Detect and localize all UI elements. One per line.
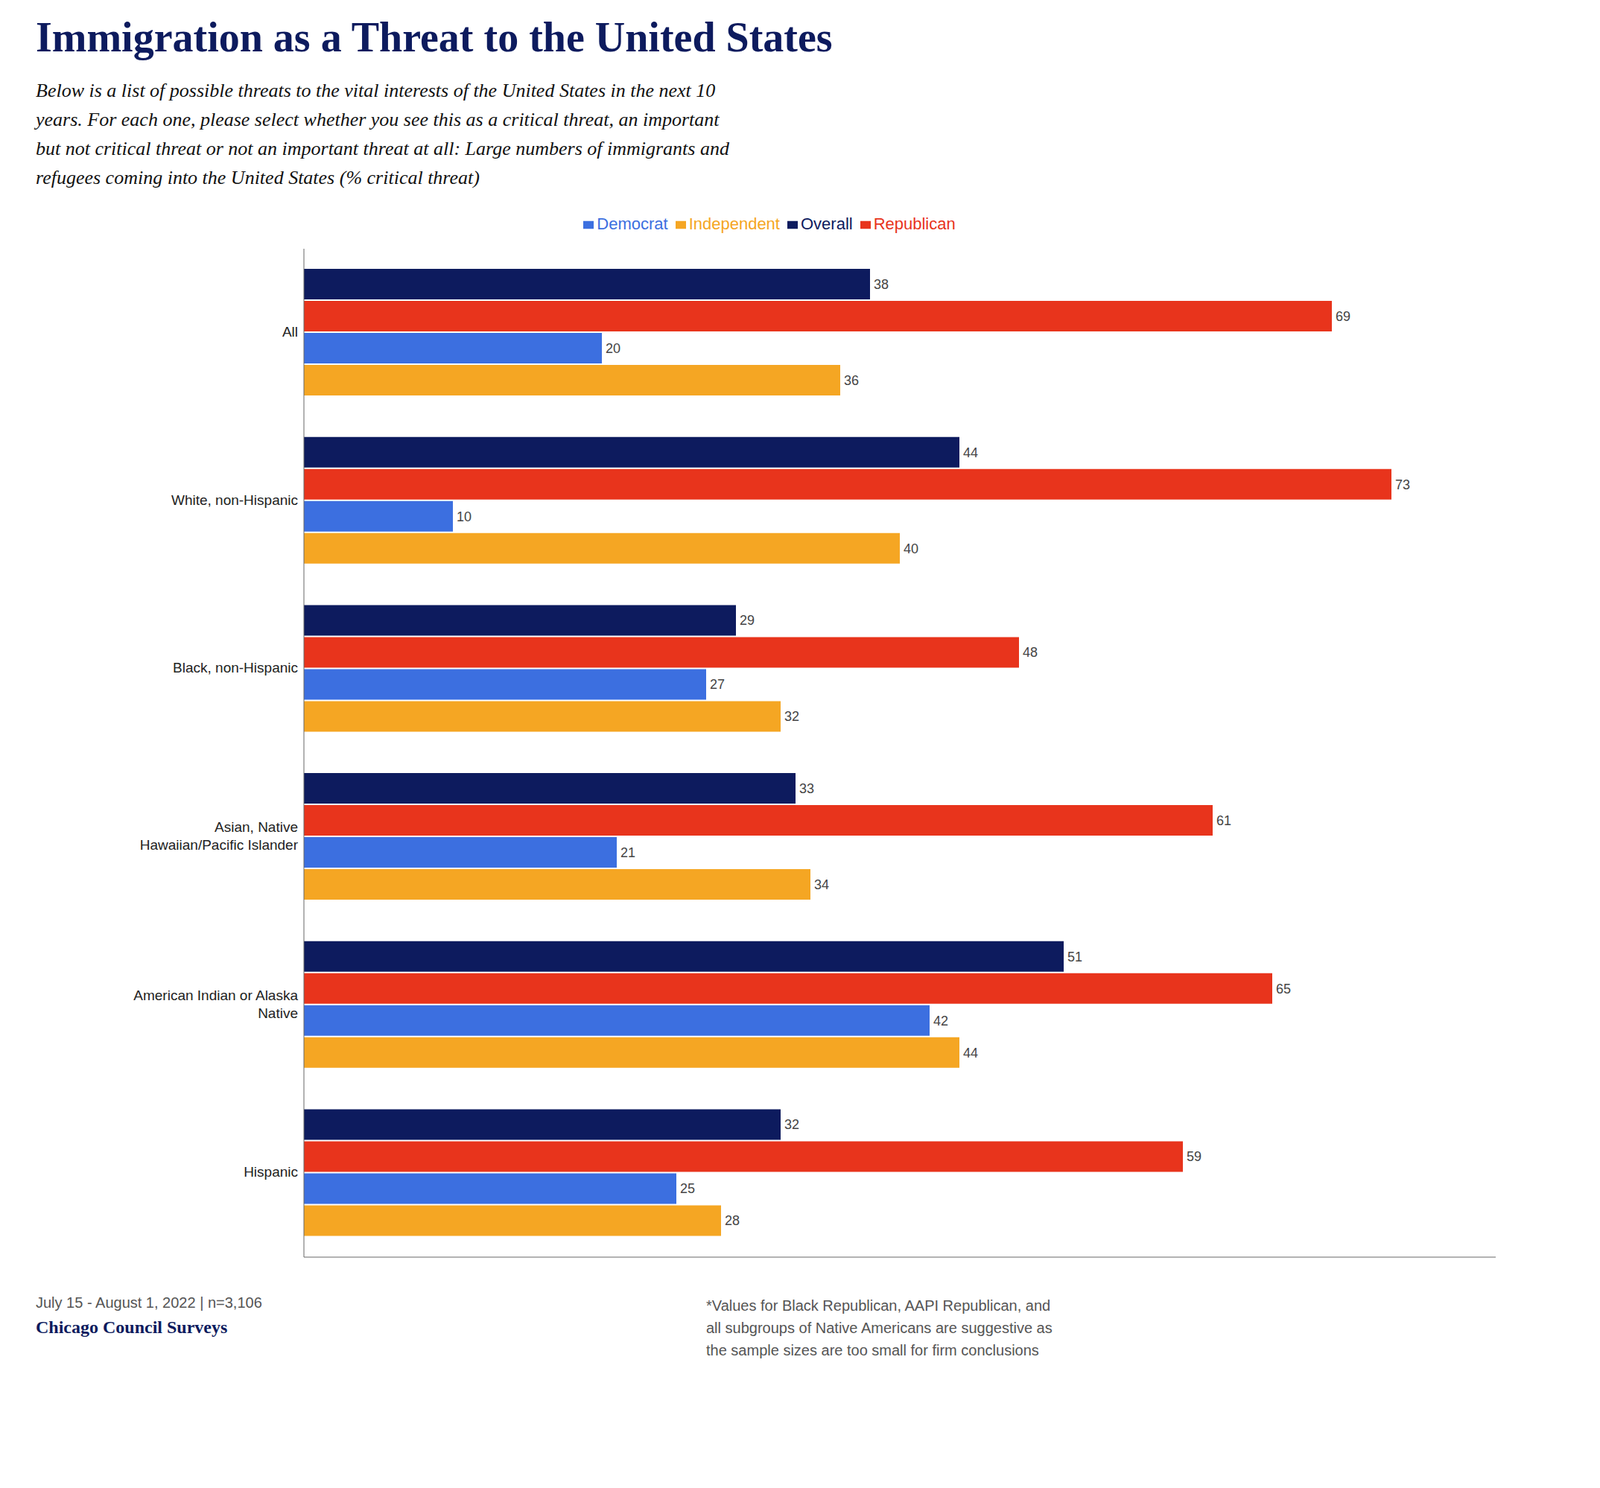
svg-text:White, non-Hispanic: White, non-Hispanic	[171, 492, 298, 509]
svg-text:Black, non-Hispanic: Black, non-Hispanic	[172, 659, 298, 676]
svg-text:28: 28	[724, 1213, 740, 1229]
svg-text:Hispanic: Hispanic	[243, 1164, 298, 1180]
svg-text:65: 65	[1275, 981, 1291, 997]
svg-text:73: 73	[1395, 477, 1411, 493]
html-text:*Values for Black Republican,: *Values for Black Republican, AAPI Repub…	[706, 1297, 1053, 1359]
svg-text:61: 61	[1216, 813, 1232, 829]
svg-text:27: 27	[709, 677, 725, 692]
svg-text:38: 38	[873, 277, 889, 292]
html-text:Republican: Republican	[873, 214, 956, 234]
svg-text:American Indian or AlaskaNativ: American Indian or AlaskaNative	[133, 987, 298, 1022]
svg-text:44: 44	[963, 1045, 979, 1061]
svg-text:Asian, NativeHawaiian/Pacific: Asian, NativeHawaiian/Pacific Islander	[140, 819, 299, 853]
html-text:Immigration as a Threat to the: Immigration as a Threat to the United St…	[35, 14, 833, 61]
svg-text:34: 34	[814, 877, 830, 893]
svg-text:29: 29	[739, 613, 755, 628]
svg-text:51: 51	[1067, 949, 1083, 965]
svg-text:20: 20	[605, 341, 621, 357]
svg-text:25: 25	[680, 1181, 695, 1197]
svg-text:All: All	[282, 324, 298, 340]
html-text:Democrat: Democrat	[596, 214, 668, 234]
svg-text:40: 40	[903, 541, 919, 557]
svg-text:42: 42	[933, 1013, 949, 1029]
svg-text:32: 32	[784, 709, 800, 725]
html-text:July 15 - August 1, 2022 | n=3: July 15 - August 1, 2022 | n=3,106	[35, 1294, 263, 1311]
html-text:Overall: Overall	[800, 214, 853, 234]
svg-text:69: 69	[1335, 309, 1351, 325]
html-text:Chicago Council Surveys: Chicago Council Surveys	[35, 1317, 228, 1338]
svg-text:36: 36	[843, 373, 859, 389]
html-text:Below is a list of possible th: Below is a list of possible threats to t…	[35, 79, 730, 189]
svg-text:59: 59	[1186, 1149, 1202, 1165]
svg-text:32: 32	[784, 1117, 800, 1133]
svg-text:44: 44	[963, 445, 979, 461]
svg-text:48: 48	[1022, 645, 1038, 660]
svg-text:33: 33	[799, 781, 815, 797]
svg-text:10: 10	[456, 509, 472, 525]
svg-text:21: 21	[620, 845, 636, 861]
html-text:Independent: Independent	[688, 214, 780, 234]
